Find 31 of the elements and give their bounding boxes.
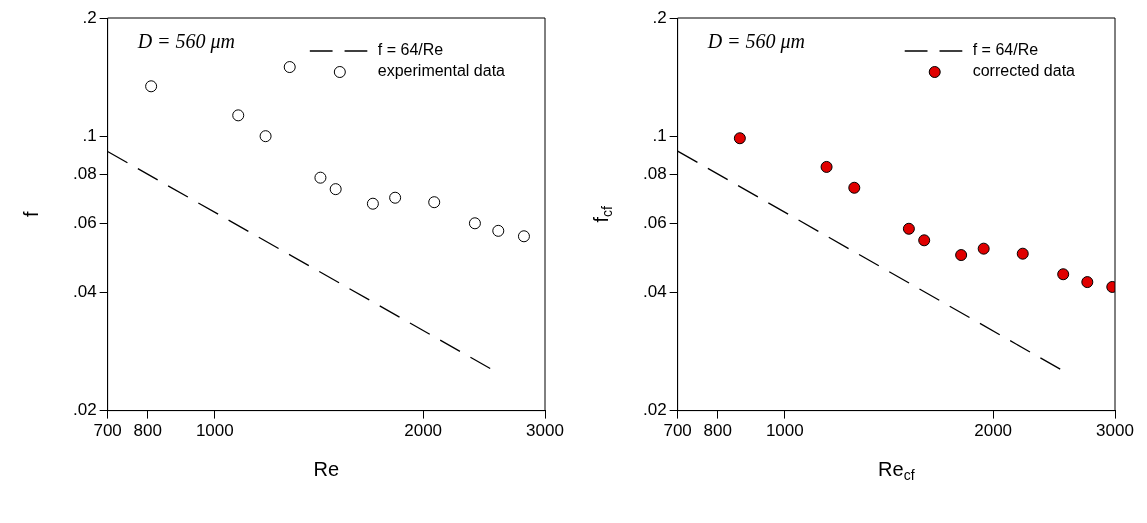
legend-label: f = 64/Re bbox=[972, 41, 1039, 59]
x-tick-label: 3000 bbox=[526, 421, 564, 441]
annotation: D = 560 μm bbox=[136, 30, 236, 54]
y-tick-label: .08 bbox=[72, 163, 97, 183]
y-tick-label: .02 bbox=[72, 400, 97, 420]
legend-label: corrected data bbox=[972, 62, 1076, 80]
y-tick-label: .02 bbox=[642, 400, 667, 420]
y-tick-label: .06 bbox=[642, 212, 667, 232]
x-tick-label: 800 bbox=[703, 421, 732, 441]
x-tick-label: 2000 bbox=[974, 421, 1013, 441]
x-tick-label: 800 bbox=[133, 421, 162, 441]
y-tick-label: .1 bbox=[652, 125, 667, 145]
x-tick-label: 2000 bbox=[404, 421, 443, 441]
x-tick-label: 700 bbox=[663, 421, 692, 441]
y-tick-label: .04 bbox=[72, 282, 97, 302]
x-tick-label: 1000 bbox=[195, 421, 234, 441]
y-tick-label: .2 bbox=[82, 7, 97, 27]
y-axis-title: f bbox=[20, 211, 43, 218]
y-tick-label: .1 bbox=[82, 125, 97, 145]
legend-label: experimental data bbox=[377, 62, 506, 80]
x-tick-label: 1000 bbox=[765, 421, 804, 441]
x-axis-title: Re bbox=[313, 458, 340, 481]
y-tick-label: .2 bbox=[652, 7, 667, 27]
x-tick-label: 3000 bbox=[1096, 421, 1134, 441]
x-tick-label: 700 bbox=[93, 421, 122, 441]
legend-label: f = 64/Re bbox=[377, 41, 444, 59]
y-tick-label: .06 bbox=[72, 212, 97, 232]
y-axis-title: fcf bbox=[590, 205, 616, 223]
y-tick-label: .04 bbox=[642, 282, 667, 302]
y-tick-label: .08 bbox=[642, 163, 667, 183]
annotation: D = 560 μm bbox=[706, 30, 806, 54]
